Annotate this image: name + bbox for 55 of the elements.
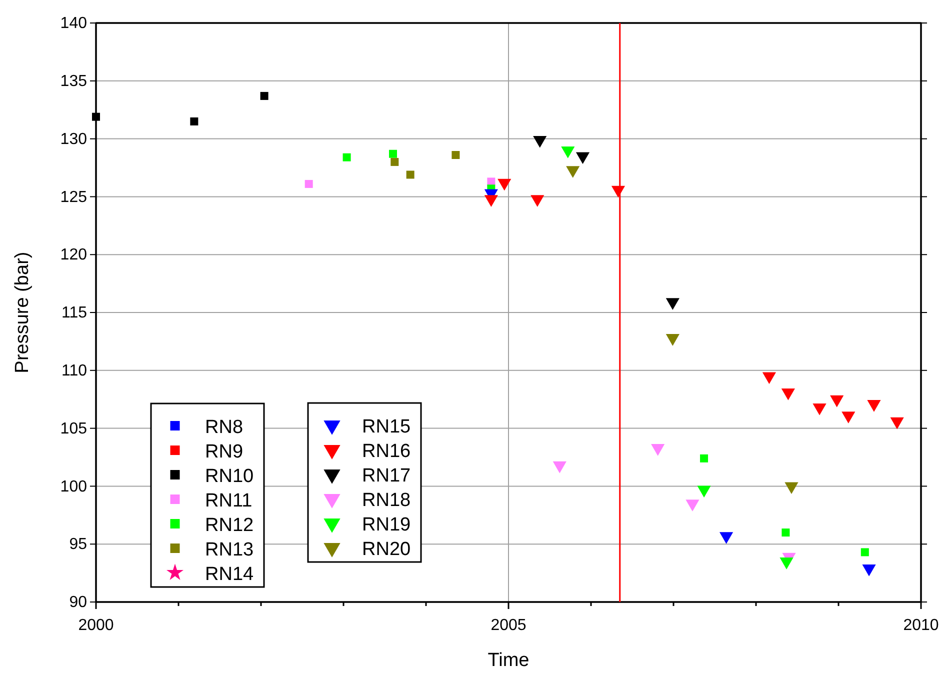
legend-label: RN10 [205,466,254,487]
point [552,461,566,474]
legend-label: RN14 [205,564,254,585]
y-tick-label: 115 [61,304,88,322]
y-tick-label: 110 [61,362,88,380]
legend-label: RN12 [205,514,254,536]
x-tick-label: 2005 [490,617,526,634]
point [890,417,904,430]
legend-label: RN19 [362,514,411,536]
y-axis-title: Pressure (bar) [12,252,33,374]
y-tick-label: 130 [60,130,88,148]
legend-label: RN18 [362,490,411,511]
point [842,412,856,424]
y-tick-label: 120 [60,246,88,264]
legend-label: RN17 [362,465,411,486]
point [533,136,547,148]
point [867,400,881,412]
x-axis-title: Time [488,650,530,671]
point [566,166,580,178]
point [862,564,876,576]
y-tick-label: 95 [69,536,88,554]
point [762,372,776,384]
point [576,152,590,164]
point [812,404,826,416]
legend-label: RN15 [362,416,411,438]
point [498,178,512,191]
point [780,558,794,570]
legend-label: RN11 [205,490,252,512]
y-tick-label: 135 [60,73,88,90]
legend-label: RN13 [205,539,254,560]
point [697,486,711,498]
point [561,146,575,158]
point [484,195,498,207]
legend-label: RN20 [362,538,411,560]
y-tick-label: 90 [69,594,88,612]
y-tick-label: 100 [60,478,88,496]
x-tick-label: 2000 [78,617,114,634]
point [611,186,626,198]
point [666,334,680,346]
point [686,500,700,512]
y-tick-label: 125 [60,188,88,206]
legend-label: RN9 [205,441,244,462]
point [651,444,665,456]
point [530,195,544,207]
legend-label: RN8 [205,416,244,438]
point [781,388,795,400]
point [830,395,844,408]
legend-label: RN16 [362,440,411,462]
point [452,151,460,160]
y-tick-label: 105 [60,420,88,438]
point [784,482,798,494]
point [720,532,734,544]
x-tick-label: 2010 [903,617,939,634]
point [666,298,680,310]
y-tick-label: 140 [60,15,88,32]
